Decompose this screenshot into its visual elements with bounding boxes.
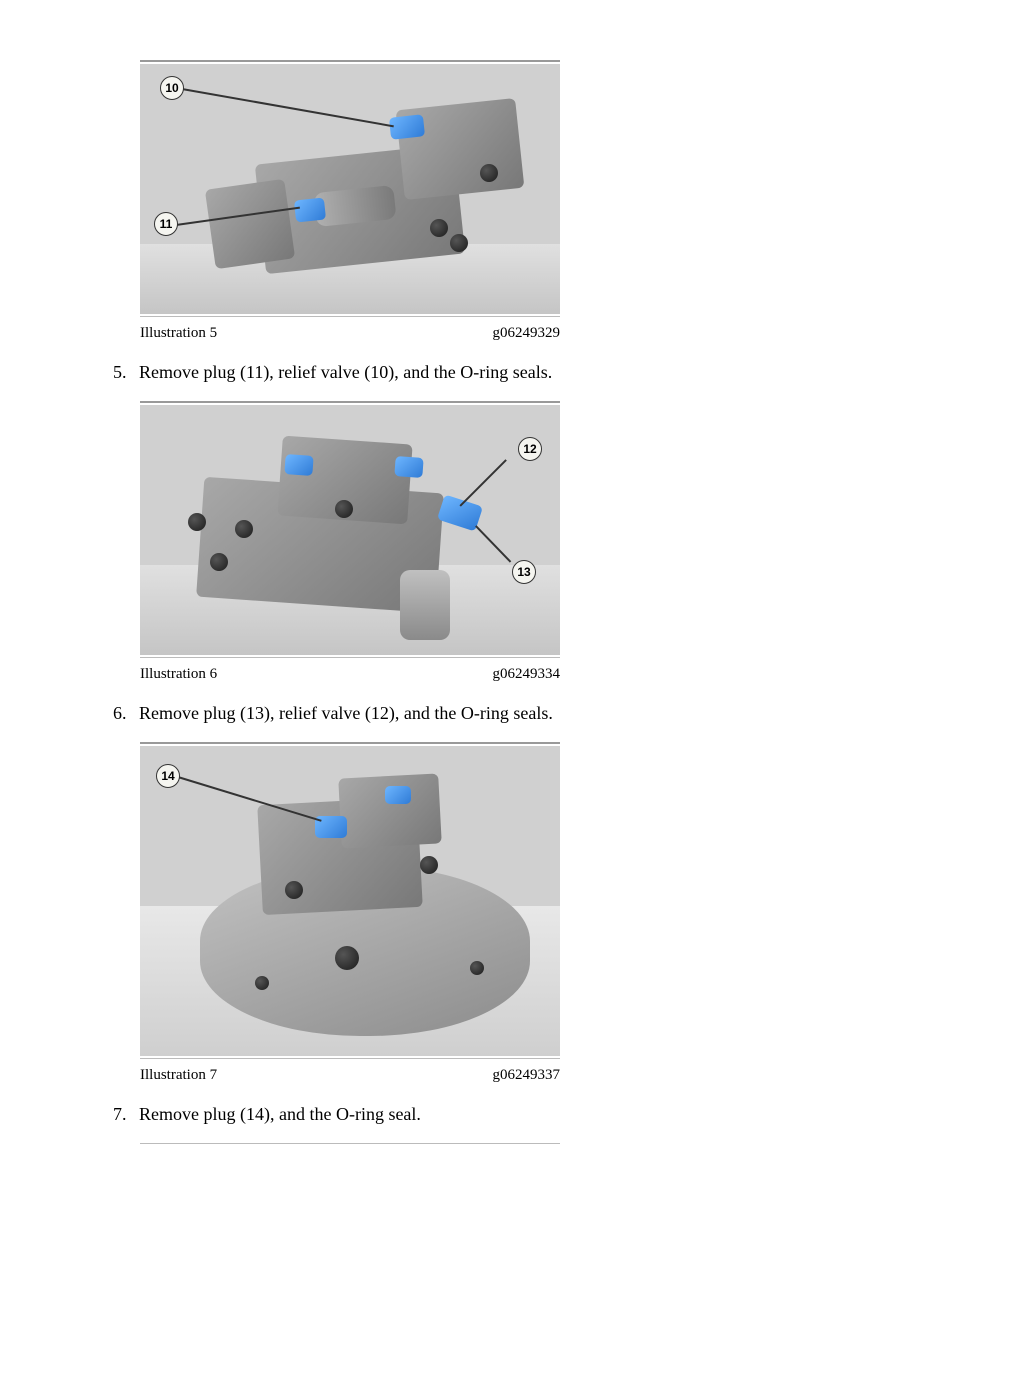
callout-14: 14 <box>156 764 180 788</box>
step-number: 7. <box>113 1104 139 1125</box>
illustration-label: Illustration 7 <box>140 1067 217 1084</box>
step-7: 7.Remove plug (14), and the O-ring seal. <box>110 1104 924 1125</box>
step-5: 5.Remove plug (11), relief valve (10), a… <box>110 362 924 383</box>
figure-5-image: 10 11 <box>140 64 560 314</box>
figure-top-rule <box>140 742 560 744</box>
figure-5-block: 10 11 Illustration 5 g06249329 <box>140 60 560 346</box>
step-6: 6.Remove plug (13), relief valve (12), a… <box>110 703 924 724</box>
step-number: 6. <box>113 703 139 724</box>
figure-top-rule <box>140 60 560 62</box>
trailing-figure-rule <box>140 1143 560 1144</box>
figure-7-block: 14 Illustration 7 g06249337 <box>140 742 560 1088</box>
figure-7-image: 14 <box>140 746 560 1056</box>
illustration-label: Illustration 5 <box>140 325 217 342</box>
callout-10: 10 <box>160 76 184 100</box>
figure-top-rule <box>140 401 560 403</box>
step-text-content: Remove plug (14), and the O-ring seal. <box>139 1104 421 1124</box>
callout-11: 11 <box>154 212 178 236</box>
step-number: 5. <box>113 362 139 383</box>
illustration-code: g06249334 <box>493 666 561 683</box>
figure-6-caption: Illustration 6 g06249334 <box>140 657 560 687</box>
illustration-label: Illustration 6 <box>140 666 217 683</box>
callout-13: 13 <box>512 560 536 584</box>
callout-12: 12 <box>518 437 542 461</box>
figure-7-caption: Illustration 7 g06249337 <box>140 1058 560 1088</box>
illustration-code: g06249337 <box>493 1067 561 1084</box>
step-text-content: Remove plug (11), relief valve (10), and… <box>139 362 552 382</box>
figure-5-caption: Illustration 5 g06249329 <box>140 316 560 346</box>
figure-6-image: 12 13 <box>140 405 560 655</box>
step-text-content: Remove plug (13), relief valve (12), and… <box>139 703 553 723</box>
figure-6-block: 12 13 Illustration 6 g06249334 <box>140 401 560 687</box>
illustration-code: g06249329 <box>493 325 561 342</box>
